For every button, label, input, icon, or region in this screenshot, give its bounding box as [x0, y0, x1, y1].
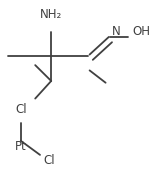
- Text: Cl: Cl: [15, 103, 27, 116]
- Text: OH: OH: [133, 25, 151, 38]
- Text: Pt: Pt: [15, 140, 27, 153]
- Text: NH₂: NH₂: [40, 8, 62, 21]
- Text: N: N: [112, 25, 121, 38]
- Text: Cl: Cl: [43, 154, 55, 167]
